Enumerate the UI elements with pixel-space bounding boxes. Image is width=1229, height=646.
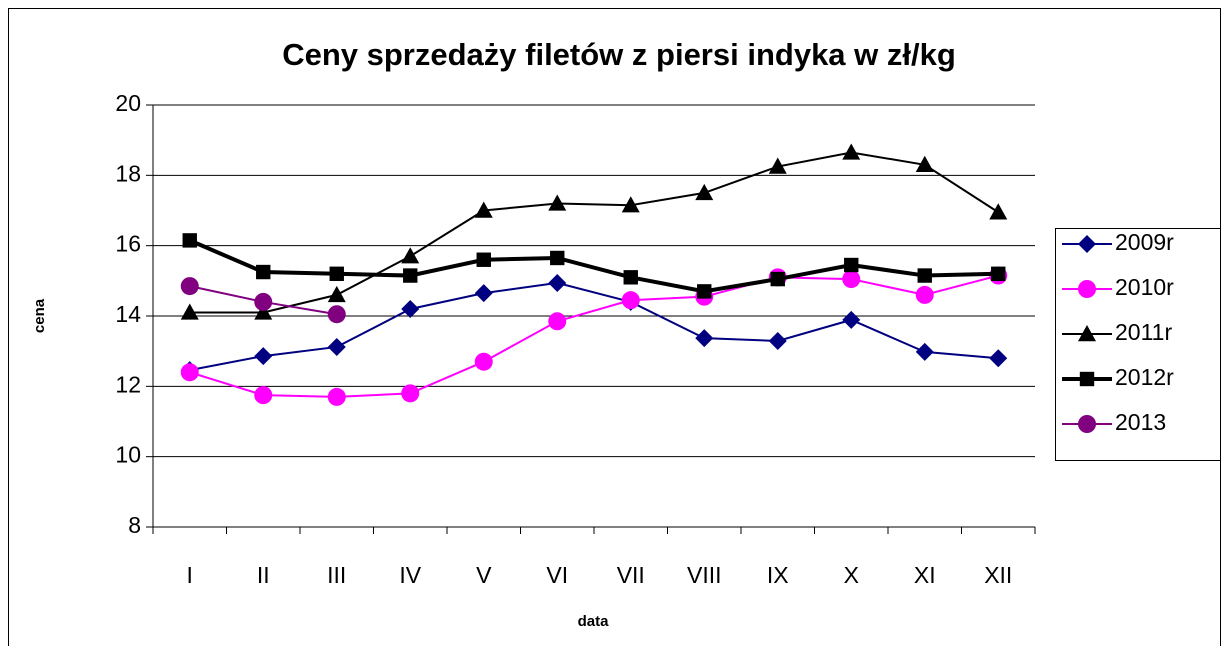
marker <box>915 155 934 172</box>
legend-label: 2011r <box>1115 319 1172 345</box>
series-line <box>188 238 999 294</box>
marker <box>180 363 199 382</box>
marker <box>915 342 934 361</box>
marker <box>327 337 346 356</box>
marker <box>254 303 273 320</box>
marker <box>550 250 565 266</box>
marker <box>254 347 273 366</box>
legend-label: 2010r <box>1115 274 1174 300</box>
marker <box>770 271 785 287</box>
marker <box>401 247 420 264</box>
legend-label: 2009r <box>1115 229 1174 255</box>
y-tick-label: 14 <box>115 301 141 327</box>
marker <box>254 292 273 311</box>
x-tick-label: II <box>257 562 270 588</box>
marker <box>1078 235 1096 253</box>
x-tick-label: V <box>476 562 492 588</box>
marker <box>254 386 273 405</box>
x-tick-label: VII <box>617 562 645 588</box>
x-tick-label: XII <box>984 562 1012 588</box>
marker <box>844 257 859 273</box>
marker <box>917 268 932 283</box>
series-line <box>189 274 999 398</box>
marker <box>915 285 934 304</box>
marker <box>768 331 787 350</box>
legend-label: 2013 <box>1115 409 1166 435</box>
legend-entry: 2013 <box>1062 409 1166 435</box>
marker <box>695 329 714 348</box>
marker <box>182 233 197 248</box>
marker <box>180 277 199 296</box>
marker <box>256 264 271 280</box>
marker <box>401 299 420 318</box>
marker <box>474 352 493 371</box>
x-tick-label: XI <box>914 562 936 588</box>
y-tick-label: 8 <box>128 512 141 538</box>
y-tick-label: 18 <box>115 160 141 186</box>
marker <box>991 266 1006 281</box>
legend-entry: 2011r <box>1062 319 1172 345</box>
x-tick-label: IV <box>399 562 421 588</box>
x-tick-label: X <box>844 562 859 588</box>
x-tick-label: I <box>187 562 193 588</box>
marker <box>621 196 640 213</box>
marker <box>1078 325 1096 342</box>
marker <box>697 284 712 299</box>
marker <box>548 194 567 211</box>
chart-border <box>8 8 1221 646</box>
marker <box>401 384 420 403</box>
marker <box>548 273 567 292</box>
marker <box>1078 415 1096 433</box>
series-line <box>189 281 999 372</box>
marker <box>474 284 493 303</box>
x-tick-label: VI <box>546 562 568 588</box>
legend-entry: 2010r <box>1062 274 1174 300</box>
y-tick-label: 12 <box>115 371 141 397</box>
x-axis-label: data <box>578 613 610 630</box>
series-line <box>189 151 999 314</box>
marker <box>474 201 493 218</box>
y-tick-label: 20 <box>115 90 141 116</box>
marker <box>623 270 638 285</box>
marker <box>403 268 418 283</box>
x-tick-label: IX <box>767 562 789 588</box>
legend-label: 2012r <box>1115 364 1174 390</box>
marker <box>842 143 861 160</box>
marker <box>180 303 199 320</box>
legend-entry: 2009r <box>1062 229 1174 255</box>
marker <box>548 312 567 331</box>
marker <box>768 157 787 174</box>
marker <box>329 266 344 281</box>
marker <box>476 252 491 267</box>
marker <box>695 183 714 201</box>
marker <box>989 203 1008 220</box>
marker <box>327 285 346 303</box>
marker <box>327 387 346 406</box>
x-tick-label: III <box>327 562 346 588</box>
chart-title: Ceny sprzedaży filetów z piersi indyka w… <box>282 37 956 72</box>
legend-entry: 2012r <box>1062 364 1174 390</box>
marker <box>842 310 861 329</box>
marker <box>1079 371 1095 387</box>
marker <box>989 349 1008 368</box>
marker <box>327 305 346 324</box>
y-tick-label: 10 <box>115 442 141 468</box>
y-tick-label: 16 <box>115 231 141 257</box>
y-axis-label: cena <box>31 298 48 333</box>
marker <box>621 291 640 310</box>
x-tick-label: VIII <box>687 562 722 588</box>
marker <box>842 270 861 289</box>
marker <box>1078 280 1096 298</box>
